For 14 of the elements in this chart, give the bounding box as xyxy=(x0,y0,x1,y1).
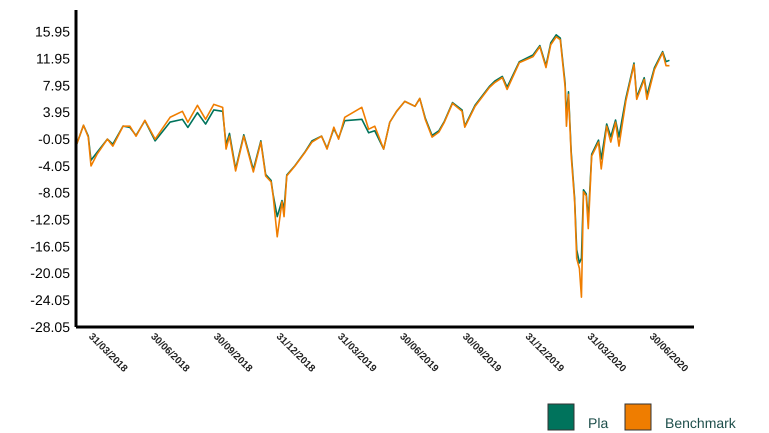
y-tick-label: -20.05 xyxy=(30,265,70,282)
y-tick-label: -8.05 xyxy=(38,184,70,201)
y-tick-label: 15.95 xyxy=(34,24,70,40)
y-tick-label: -4.05 xyxy=(38,158,70,174)
y-tick-label: -12.05 xyxy=(30,212,70,228)
y-tick-label: 3.95 xyxy=(42,104,70,120)
legend-label: Pla xyxy=(588,415,608,431)
y-tick-label: 11.95 xyxy=(36,50,70,67)
y-tick-label: -28.05 xyxy=(30,318,70,335)
y-tick-label: -0.05 xyxy=(38,131,70,148)
y-tick-label: 7.95 xyxy=(42,77,70,94)
legend-label: Benchmark xyxy=(665,415,737,431)
y-tick-label: -24.05 xyxy=(30,292,70,308)
y-tick-label: -16.05 xyxy=(30,238,70,254)
